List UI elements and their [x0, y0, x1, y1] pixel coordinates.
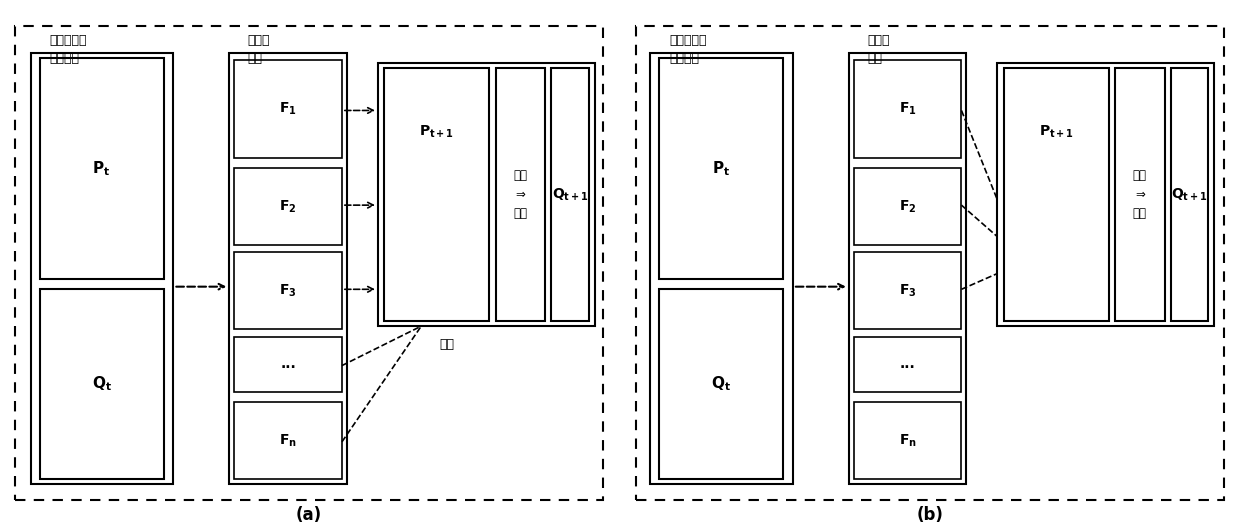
- Bar: [854, 60, 961, 158]
- Text: 遗传
⇒
操作: 遗传 ⇒ 操作: [1132, 169, 1147, 220]
- Bar: [234, 60, 342, 158]
- Bar: [384, 68, 489, 321]
- Text: $\mathbf{P_{t+1}}$: $\mathbf{P_{t+1}}$: [1038, 123, 1074, 140]
- Text: $\mathbf{F_n}$: $\mathbf{F_n}$: [279, 432, 297, 449]
- Bar: [659, 58, 783, 279]
- Text: 非支配
排序: 非支配 排序: [867, 34, 890, 65]
- Text: $\mathbf{F_3}$: $\mathbf{F_3}$: [279, 282, 297, 299]
- Bar: [496, 68, 545, 321]
- Bar: [854, 252, 961, 329]
- Text: $\mathbf{F_n}$: $\mathbf{F_n}$: [898, 432, 917, 449]
- Text: $\mathbf{P_t}$: $\mathbf{P_t}$: [712, 159, 730, 178]
- Text: ...: ...: [900, 357, 916, 371]
- Bar: [31, 53, 173, 484]
- Bar: [854, 337, 961, 392]
- Bar: [229, 53, 347, 484]
- Text: $\mathbf{P_{t+1}}$: $\mathbf{P_{t+1}}$: [419, 123, 455, 140]
- Bar: [234, 337, 342, 392]
- Text: 遗传
⇒
操作: 遗传 ⇒ 操作: [513, 169, 528, 220]
- Bar: [650, 53, 793, 484]
- Text: $\mathbf{F_3}$: $\mathbf{F_3}$: [898, 282, 917, 299]
- Text: $\mathbf{F_2}$: $\mathbf{F_2}$: [898, 198, 917, 215]
- Bar: [234, 168, 342, 245]
- Text: $\mathbf{F_1}$: $\mathbf{F_1}$: [898, 101, 917, 117]
- Bar: [659, 289, 783, 479]
- Bar: [1115, 68, 1165, 321]
- Bar: [854, 168, 961, 245]
- Bar: [40, 58, 164, 279]
- Bar: [40, 289, 164, 479]
- Bar: [551, 68, 589, 321]
- Text: (b): (b): [917, 507, 943, 524]
- Bar: [636, 26, 1224, 500]
- Bar: [1171, 68, 1208, 321]
- Bar: [1004, 68, 1109, 321]
- Bar: [378, 63, 595, 326]
- Text: 父代与子代
种群合并: 父代与子代 种群合并: [50, 34, 87, 65]
- Bar: [849, 53, 966, 484]
- Text: $\mathbf{Q_{t+1}}$: $\mathbf{Q_{t+1}}$: [551, 186, 589, 203]
- Bar: [997, 63, 1214, 326]
- Text: ...: ...: [280, 357, 296, 371]
- Text: $\mathbf{Q_t}$: $\mathbf{Q_t}$: [92, 375, 112, 393]
- Text: 父代与子代
种群合并: 父代与子代 种群合并: [669, 34, 706, 65]
- Text: $\mathbf{F_1}$: $\mathbf{F_1}$: [279, 101, 297, 117]
- Text: 非支配
排序: 非支配 排序: [248, 34, 270, 65]
- Text: (a): (a): [296, 507, 322, 524]
- Text: $\mathbf{Q_t}$: $\mathbf{Q_t}$: [711, 375, 731, 393]
- Text: $\mathbf{P_t}$: $\mathbf{P_t}$: [93, 159, 110, 178]
- Bar: [234, 402, 342, 479]
- Bar: [854, 402, 961, 479]
- Text: $\mathbf{F_2}$: $\mathbf{F_2}$: [279, 198, 297, 215]
- Text: 删除: 删除: [440, 338, 455, 351]
- Bar: [234, 252, 342, 329]
- Bar: [15, 26, 603, 500]
- Text: $\mathbf{Q_{t+1}}$: $\mathbf{Q_{t+1}}$: [1171, 186, 1208, 203]
